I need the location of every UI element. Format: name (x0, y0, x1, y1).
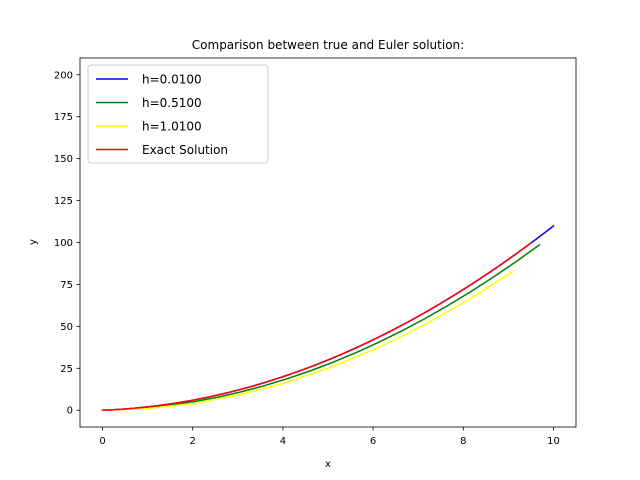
x-tick-label-4: 8 (460, 436, 466, 447)
y-tick-label-6: 150 (54, 154, 73, 165)
y-tick-label-5: 125 (54, 196, 73, 207)
y-tick-label-3: 75 (60, 280, 73, 291)
legend-label-3: Exact Solution (142, 143, 228, 157)
series-line-3 (101, 241, 532, 412)
legend-box (87, 64, 269, 164)
y-tick-label-7: 175 (54, 112, 73, 123)
y-tick-label-0: 0 (67, 406, 73, 417)
series-line-2 (101, 270, 514, 412)
legend-label-1: h=0.5100 (142, 96, 202, 110)
legend: h=0.0100 h=0.5100 h=1.0100 Exact Solution (87, 64, 269, 164)
y-tick-label-8: 200 (54, 70, 73, 81)
x-axis-label: x (325, 459, 331, 470)
legend-label-2: h=1.0100 (142, 120, 202, 134)
y-tick-label-1: 25 (60, 364, 73, 375)
x-tick-label-3: 6 (370, 436, 376, 447)
y-axis-label: y (28, 239, 39, 245)
chart-title: Comparison between true and Euler soluti… (192, 38, 464, 52)
x-tick-label-0: 0 (99, 436, 105, 447)
x-tick-label-2: 4 (280, 436, 286, 447)
series-line-1 (101, 243, 541, 412)
legend-label-0: h=0.0100 (142, 73, 202, 87)
y-tick-label-4: 100 (54, 238, 73, 249)
y-tick-label-2: 50 (60, 322, 73, 333)
x-tick-label-5: 10 (547, 436, 560, 447)
x-tick-label-1: 2 (190, 436, 196, 447)
series-layer (101, 224, 555, 412)
